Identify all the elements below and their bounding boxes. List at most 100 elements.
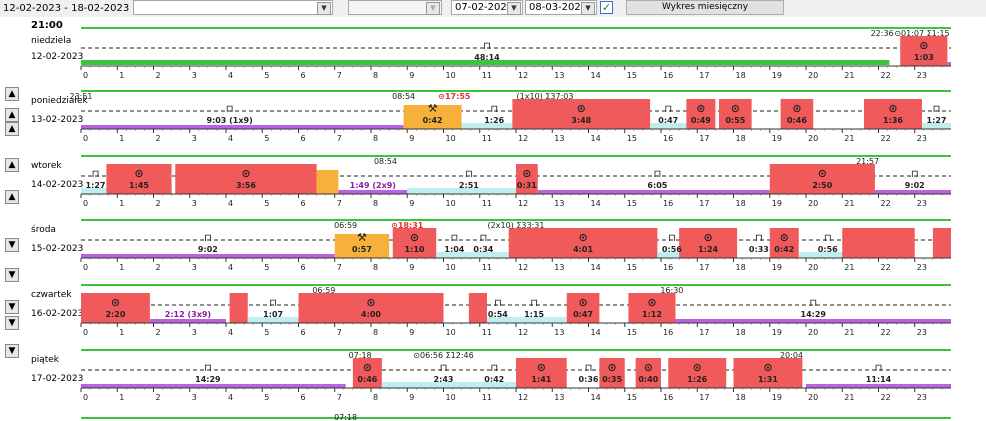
chevron-down-icon[interactable]: ▼ [507, 2, 521, 15]
activity-icon: ⊙ [731, 102, 740, 115]
rest-duration: 9:03 (1x9) [206, 116, 252, 125]
activity-icon: ⊙ [780, 231, 789, 244]
activity-segment [229, 293, 248, 323]
activity-segment [81, 60, 890, 65]
axis-tick-label: 20 [808, 134, 818, 143]
day-name: poniedziałek [31, 96, 88, 106]
axis-tick-label: 21 [844, 71, 854, 80]
day-date: 17-02-2023 [31, 374, 84, 384]
axis-tick-label: 22 [881, 263, 891, 272]
axis-tick-label: 12 [518, 199, 528, 208]
activity-icon: ⊙ [537, 361, 546, 374]
monthly-chart-button[interactable]: Wykres miesięczny [626, 0, 784, 15]
segment-duration: 1:49 (2x9) [350, 181, 396, 190]
axis-tick-label: 5 [264, 71, 269, 80]
axis-tick-label: 14 [591, 199, 601, 208]
axis-tick-label: 18 [736, 263, 746, 272]
rest-duration: 0:42 [484, 375, 504, 384]
scroll-top-button[interactable]: ▲ [5, 87, 19, 101]
segment-duration: 1:31 [758, 375, 778, 384]
bed-icon: ⊓ [490, 104, 498, 115]
axis-tick-label: 16 [663, 263, 673, 272]
activity-segment [668, 358, 727, 388]
segment-duration: 1:36 [883, 116, 903, 125]
bed-icon: ⊓ [450, 233, 458, 244]
shift-info: (1x10) Σ37:03 [517, 92, 574, 101]
day-date: 13-02-2023 [31, 115, 84, 125]
axis-tick-label: 10 [446, 134, 456, 143]
activity-segment [81, 293, 150, 323]
axis-tick-label: 17 [699, 199, 709, 208]
activity-icon: ⚒ [357, 231, 367, 244]
axis-tick-label: 14 [591, 393, 601, 402]
activity-segment [316, 170, 339, 194]
segment-duration: 4:00 [361, 310, 381, 319]
axis-tick-label: 8 [373, 134, 378, 143]
bed-icon: ⊓ [204, 363, 212, 374]
axis-tick-label: 7 [337, 134, 342, 143]
rest-duration: 1:26 [484, 116, 504, 125]
axis-tick-label: 4 [228, 263, 233, 272]
scroll-up-small-button[interactable]: ▲ [5, 190, 19, 204]
axis-tick-label: 0 [83, 393, 88, 402]
page-up-button[interactable]: ▲ [5, 108, 19, 122]
activity-icon: ⊙ [577, 102, 586, 115]
shift-info: ⊙18:31 [391, 221, 424, 230]
axis-tick-label: 21 [844, 199, 854, 208]
page-up-button-2[interactable]: ▲ [5, 122, 19, 136]
activity-segment [516, 164, 538, 194]
rest-duration: 0:56 [662, 245, 682, 254]
activity-segment [947, 62, 951, 66]
rest-duration: 0:56 [818, 245, 838, 254]
monthly-checkbox[interactable]: ✓ [600, 1, 613, 14]
axis-tick-label: 5 [264, 328, 269, 337]
axis-tick-label: 1 [119, 263, 124, 272]
rest-duration: 1:27 [86, 181, 106, 190]
axis-tick-label: 9 [409, 393, 414, 402]
page-down-button-2[interactable]: ▼ [5, 300, 19, 314]
axis-tick-label: 19 [772, 134, 782, 143]
vehicle-select: ▼ [348, 0, 442, 15]
shift-info: ⊙06:56 Σ12:46 [413, 351, 473, 360]
scroll-down-button[interactable]: ▼ [5, 238, 19, 252]
rest-duration: 1:07 [263, 310, 283, 319]
axis-tick-label: 20 [808, 328, 818, 337]
activity-icon: ⊙ [792, 102, 801, 115]
axis-tick-label: 3 [192, 71, 197, 80]
segment-duration: 0:35 [602, 375, 622, 384]
axis-tick-label: 1 [119, 199, 124, 208]
activity-segment [566, 293, 600, 323]
axis-tick-label: 17 [699, 71, 709, 80]
segment-duration: 1:03 [914, 53, 934, 62]
segment-duration: 1:10 [405, 245, 425, 254]
axis-tick-label: 19 [772, 71, 782, 80]
scroll-bottom-button[interactable]: ▼ [5, 344, 19, 358]
axis-tick-label: 1 [119, 328, 124, 337]
date-from-picker[interactable]: 07-02-2023 ▼ [451, 0, 523, 15]
axis-tick-label: 8 [373, 328, 378, 337]
axis-tick-label: 15 [627, 134, 637, 143]
rest-duration: 0:36 [579, 375, 599, 384]
scroll-up-button[interactable]: ▲ [5, 158, 19, 172]
axis-tick-label: 2 [156, 328, 161, 337]
bed-icon: ⊓ [269, 298, 277, 309]
activity-icon: ⊙ [919, 39, 928, 52]
axis-tick-label: 3 [192, 328, 197, 337]
bed-icon: ⊓ [668, 233, 676, 244]
axis-tick-label: 11 [482, 199, 492, 208]
day-date: 16-02-2023 [31, 309, 84, 319]
axis-tick-label: 12 [518, 393, 528, 402]
driver-select[interactable]: ▼ [133, 0, 333, 15]
axis-tick-label: 7 [337, 263, 342, 272]
axis-tick-label: 4 [228, 134, 233, 143]
page-down-button-3[interactable]: ▼ [5, 316, 19, 330]
activity-icon: ⊙ [818, 167, 827, 180]
activity-segment [298, 293, 444, 323]
activity-icon: ⊙ [647, 296, 656, 309]
chevron-down-icon[interactable]: ▼ [317, 2, 331, 15]
date-to-picker[interactable]: 08-03-2023 ▼ [525, 0, 597, 15]
chevron-down-icon[interactable]: ▼ [581, 2, 595, 15]
page-down-button[interactable]: ▼ [5, 268, 19, 282]
axis-tick-label: 7 [337, 393, 342, 402]
segment-duration: 1:12 [642, 310, 662, 319]
